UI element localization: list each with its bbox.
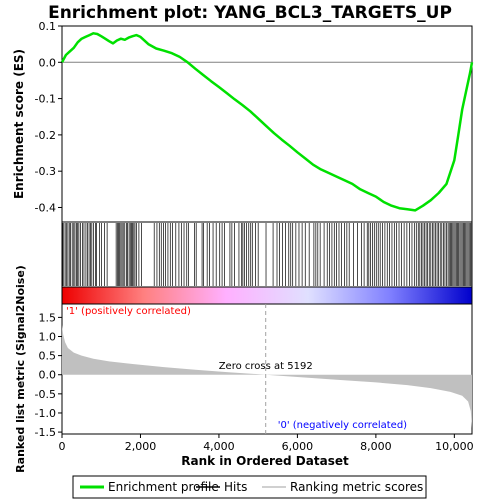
metric-ytick-label: 0.5 xyxy=(39,350,57,363)
metric-ytick-label: -1.5 xyxy=(35,426,56,439)
correlation-color-bar xyxy=(61,286,473,305)
legend-box xyxy=(72,475,427,499)
es-ytick-label: -0.1 xyxy=(35,93,56,106)
es-ytick-label: 0.0 xyxy=(39,56,57,69)
ranking-metric-area xyxy=(62,325,472,429)
x-tick-label: 0 xyxy=(59,440,66,453)
x-tick-label: 2,000 xyxy=(125,440,157,453)
es-ytick-label: -0.2 xyxy=(35,129,56,142)
legend-label: Enrichment profile xyxy=(108,480,219,494)
x-tick-label: 4,000 xyxy=(203,440,235,453)
legend-label: Hits xyxy=(224,480,247,494)
zero-cross-label: Zero cross at 5192 xyxy=(219,361,313,372)
x-axis-label: Rank in Ordered Dataset xyxy=(181,454,349,468)
x-tick-label: 8,000 xyxy=(360,440,392,453)
metric-ytick-label: -0.5 xyxy=(35,388,56,401)
es-ytick-label: 0.1 xyxy=(39,20,57,33)
negative-correlation-label: '0' (negatively correlated) xyxy=(278,420,407,431)
metric-ytick-label: 1.0 xyxy=(39,331,57,344)
x-tick-label: 10,000 xyxy=(435,440,474,453)
es-ylabel: Enrichment score (ES) xyxy=(12,49,26,199)
chart-title: Enrichment plot: YANG_BCL3_TARGETS_UP xyxy=(48,3,452,23)
legend-label: Ranking metric scores xyxy=(290,480,423,494)
es-ytick-label: -0.4 xyxy=(35,201,56,214)
metric-ytick-label: 0.0 xyxy=(39,369,57,382)
metric-ylabel: Ranked list metric (Signal2Noise) xyxy=(14,265,27,473)
es-ytick-label: -0.3 xyxy=(35,165,56,178)
es-panel-frame xyxy=(61,25,473,223)
metric-ytick-label: 1.5 xyxy=(39,311,57,324)
positive-correlation-label: '1' (positively correlated) xyxy=(66,306,191,317)
x-tick-label: 6,000 xyxy=(282,440,314,453)
enrichment-profile-line xyxy=(60,32,474,212)
metric-ytick-label: -1.0 xyxy=(35,407,56,420)
